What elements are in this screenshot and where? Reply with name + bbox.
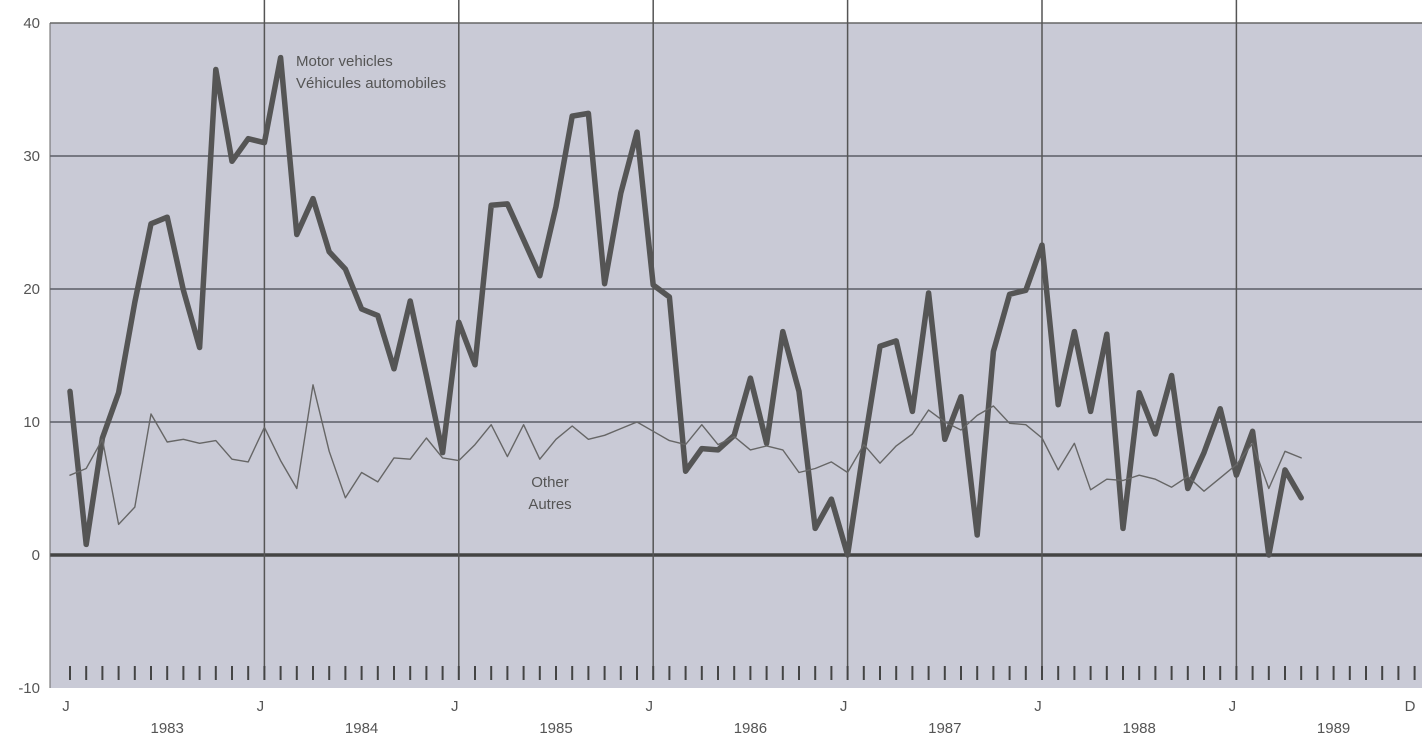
y-tick-label: 10: [23, 414, 40, 431]
label-layer: 40 30 20 10 0 -10 J J J J J J J D 1983 1984 1985 1986 1987…: [18, 15, 1415, 735]
axes-layer: [49, 23, 1416, 688]
x-year-label: 1985: [539, 720, 572, 735]
grid-layer: [50, 0, 1422, 668]
x-year-label: 1987: [928, 720, 961, 735]
x-month-label: J: [451, 698, 459, 715]
x-month-label: J: [840, 698, 848, 715]
x-month-label: J: [257, 698, 265, 715]
x-month-label: J: [1034, 698, 1042, 715]
x-year-label: 1983: [151, 720, 184, 735]
x-month-label: J: [62, 698, 70, 715]
x-month-label: J: [645, 698, 653, 715]
y-tick-label: -10: [18, 680, 40, 697]
y-tick-label: 40: [23, 15, 40, 32]
x-month-label: D: [1405, 698, 1416, 715]
plot-area: [50, 23, 1422, 688]
x-year-label: 1988: [1123, 720, 1156, 735]
series-layer: [67, 54, 1304, 558]
series-label-motor-vehicles: Motor vehicles: [296, 53, 393, 70]
x-month-label: J: [1229, 698, 1237, 715]
series-label-other: Autres: [528, 496, 571, 513]
series-motor-vehicles-line: [67, 54, 1304, 558]
series-other-line: [69, 384, 1302, 526]
y-tick-label: 0: [32, 547, 40, 564]
x-year-label: 1984: [345, 720, 378, 735]
series-label-motor-vehicles: Véhicules automobiles: [296, 75, 446, 92]
y-tick-label: 30: [23, 148, 40, 165]
x-year-label: 1986: [734, 720, 767, 735]
x-year-label: 1989: [1317, 720, 1350, 735]
y-tick-label: 20: [23, 281, 40, 298]
series-label-other: Other: [531, 474, 569, 491]
